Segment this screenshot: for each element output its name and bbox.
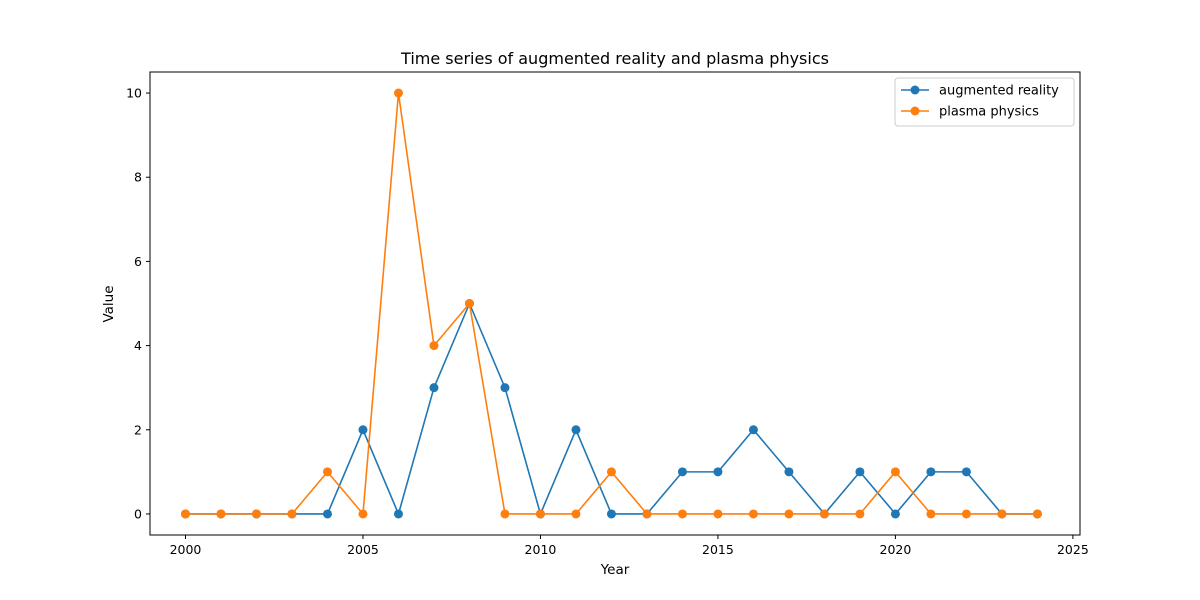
data-point — [500, 509, 510, 519]
chart-title: Time series of augmented reality and pla… — [400, 49, 829, 68]
data-point — [606, 509, 616, 519]
data-point — [713, 467, 723, 477]
y-tick-label: 8 — [134, 170, 142, 185]
legend-marker — [910, 85, 920, 95]
x-tick-label: 2005 — [347, 542, 379, 557]
data-point — [393, 509, 403, 519]
x-tick-label: 2025 — [1057, 542, 1089, 557]
data-point — [358, 425, 368, 435]
data-point — [997, 509, 1007, 519]
data-point — [180, 509, 190, 519]
data-point — [961, 467, 971, 477]
series-group-0 — [180, 299, 1042, 519]
y-tick-label: 6 — [134, 254, 142, 269]
data-point — [606, 467, 616, 477]
series-group-1 — [180, 88, 1042, 519]
data-point — [890, 509, 900, 519]
data-point — [571, 425, 581, 435]
data-point — [216, 509, 226, 519]
data-point — [677, 509, 687, 519]
y-axis: 0 2 4 6 8 10 — [126, 86, 150, 521]
data-point — [393, 88, 403, 98]
series-line — [185, 92, 1038, 515]
legend-label: augmented reality — [939, 84, 1059, 99]
data-point — [358, 509, 368, 519]
data-point — [287, 509, 297, 519]
x-axis: 2000 2005 2010 2015 2020 2025 — [170, 535, 1089, 557]
data-point — [322, 467, 332, 477]
data-point — [784, 467, 794, 477]
data-point — [890, 467, 900, 477]
data-point — [535, 509, 545, 519]
data-point — [251, 509, 261, 519]
data-point — [855, 509, 865, 519]
x-tick-label: 2020 — [880, 542, 912, 557]
data-point — [500, 383, 510, 393]
data-point — [748, 425, 758, 435]
data-point — [429, 341, 439, 351]
data-point — [784, 509, 794, 519]
data-point — [819, 509, 829, 519]
plot-frame — [149, 71, 1081, 536]
data-point — [322, 509, 332, 519]
series-line — [185, 302, 1038, 515]
y-tick-label: 10 — [126, 86, 142, 101]
x-axis-label: Year — [600, 562, 630, 578]
x-tick-label: 2000 — [170, 542, 202, 557]
data-point — [571, 509, 581, 519]
legend-box — [894, 77, 1075, 127]
data-point — [464, 299, 474, 308]
y-tick-label: 0 — [134, 506, 142, 521]
x-tick-label: 2010 — [525, 542, 557, 557]
data-point — [642, 509, 652, 519]
legend-label: plasma physics — [939, 105, 1039, 120]
data-point — [926, 467, 936, 477]
y-tick-label: 4 — [134, 338, 142, 353]
data-point — [713, 509, 723, 519]
legend: augmented reality plasma physics — [894, 77, 1075, 127]
data-point — [855, 467, 865, 477]
data-point — [677, 467, 687, 477]
y-axis-label: Value — [101, 285, 117, 322]
data-point — [926, 509, 936, 519]
data-point — [748, 509, 758, 519]
x-tick-label: 2015 — [702, 542, 734, 557]
data-point — [961, 509, 971, 519]
data-point — [429, 383, 439, 393]
legend-marker — [910, 106, 920, 116]
y-tick-label: 2 — [134, 422, 142, 437]
plot-area — [149, 71, 1081, 536]
series-layer — [180, 88, 1042, 519]
data-point — [1032, 509, 1042, 519]
